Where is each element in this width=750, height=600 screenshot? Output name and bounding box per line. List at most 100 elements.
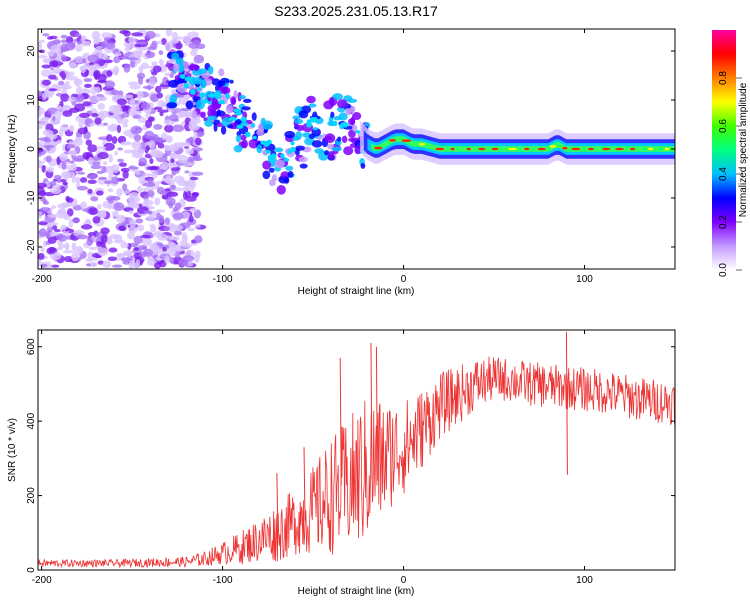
noise-blob: [135, 259, 141, 265]
noise-blob: [128, 195, 141, 204]
noise-blob: [103, 59, 113, 64]
noise-blob: [56, 203, 68, 209]
signal-blob: [324, 150, 330, 156]
noise-blob: [60, 39, 68, 44]
snr-spike: [375, 346, 378, 481]
noise-blob: [103, 161, 108, 166]
signal-blob: [274, 159, 286, 169]
noise-blob: [53, 228, 62, 233]
noise-blob: [87, 188, 93, 194]
noise-blob: [168, 242, 177, 249]
noise-blob: [172, 212, 184, 220]
noise-blob: [76, 85, 82, 95]
signal-blob: [175, 57, 184, 64]
noise-blob: [133, 246, 140, 251]
noise-blob: [102, 260, 112, 269]
noise-blob: [74, 56, 85, 64]
noise-blob: [41, 79, 52, 86]
noise-blob: [141, 102, 151, 111]
noise-blob: [113, 151, 119, 156]
signal-peak: [340, 121, 349, 128]
signal-blob: [274, 147, 284, 153]
noise-blob: [86, 175, 94, 179]
noise-blob: [157, 142, 165, 149]
signal-blob: [241, 106, 251, 111]
signal-peak: [313, 127, 318, 131]
noise-blob: [188, 120, 194, 130]
noise-blob: [47, 92, 55, 96]
snr-spike: [276, 473, 279, 532]
signal-peak: [290, 141, 295, 146]
noise-blob: [58, 80, 65, 86]
signal-blob: [311, 140, 323, 148]
noise-blob: [123, 250, 133, 257]
noise-blob: [51, 264, 60, 268]
noise-blob: [87, 144, 98, 153]
noise-blob: [130, 59, 136, 69]
signal-peak: [312, 116, 318, 123]
noise-blob: [87, 54, 99, 63]
signal-blob: [235, 135, 242, 143]
noise-blob: [138, 175, 148, 185]
noise-blob: [80, 201, 88, 210]
signal-blob: [298, 110, 309, 119]
noise-blob: [158, 50, 164, 56]
noise-blob: [190, 49, 198, 57]
spectrogram-blobs: [38, 29, 675, 269]
colorbar-label: Normalized spectral amplitude: [738, 82, 749, 217]
noise-blob: [103, 142, 115, 151]
noise-blob: [39, 160, 45, 164]
noise-blob: [113, 56, 121, 64]
noise-blob: [164, 254, 170, 264]
signal-blob: [352, 124, 358, 132]
signal-blob: [207, 104, 218, 112]
noise-blob: [128, 260, 135, 269]
noise-blob: [157, 137, 163, 143]
carrier-band: [371, 136, 675, 152]
signal-blob: [191, 110, 198, 119]
noise-blob: [192, 40, 201, 44]
noise-blob: [129, 84, 141, 90]
noise-blob: [148, 78, 156, 87]
snr-y-label: SNR (10 * v/v): [7, 418, 18, 482]
noise-blob: [66, 144, 76, 149]
noise-blob: [168, 143, 180, 152]
x-tick-label: 0: [401, 575, 407, 586]
noise-blob: [80, 224, 93, 230]
noise-blob: [164, 41, 172, 51]
signal-blob: [241, 139, 248, 149]
noise-blob: [53, 174, 62, 180]
signal-blob: [243, 98, 252, 104]
signal-blob: [217, 80, 226, 87]
signal-peak: [355, 130, 360, 134]
signal-peak: [250, 123, 256, 128]
signal-peak: [283, 158, 290, 162]
noise-blob: [46, 146, 51, 152]
signal-blob: [256, 129, 265, 136]
noise-blob: [193, 54, 205, 64]
noise-blob: [174, 202, 182, 211]
signal-blob: [337, 136, 342, 142]
noise-blob: [128, 225, 138, 234]
noise-blob: [142, 173, 152, 177]
noise-blob: [38, 107, 45, 115]
signal-blob: [185, 100, 194, 110]
noise-blob: [50, 251, 62, 261]
noise-blob: [183, 181, 193, 187]
noise-blob: [173, 224, 184, 231]
noise-blob: [194, 235, 203, 244]
noise-blob: [122, 183, 128, 192]
x-tick-label: -100: [213, 575, 233, 586]
noise-blob: [49, 60, 59, 68]
noise-blob: [135, 170, 141, 175]
noise-blob: [94, 117, 102, 125]
noise-blob: [58, 244, 66, 249]
signal-blob: [262, 170, 271, 180]
signal-blob: [306, 95, 316, 104]
noise-blob: [64, 242, 70, 251]
y-tick-label: -20: [26, 239, 37, 254]
noise-blob: [169, 256, 175, 264]
noise-blob: [169, 48, 175, 53]
noise-blob: [75, 96, 82, 101]
noise-blob: [48, 247, 56, 254]
